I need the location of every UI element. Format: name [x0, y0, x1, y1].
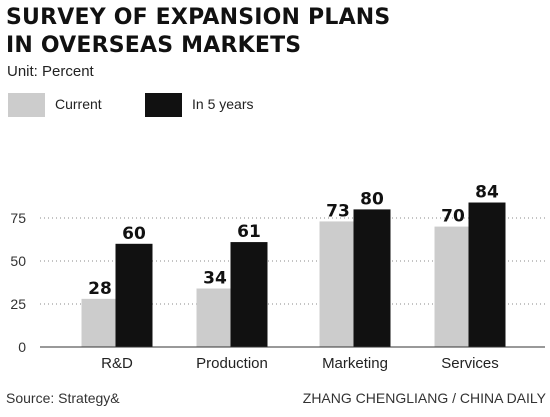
bar-current-marketing: [319, 221, 357, 347]
legend-swatch-current: [8, 93, 45, 117]
data-label-in-5-years-production: 61: [237, 222, 261, 242]
bar-in-5-years-marketing: [353, 209, 391, 347]
y-tick-label-25: 25: [10, 296, 26, 312]
chart-title-line-1: SURVEY OF EXPANSION PLANS: [6, 5, 391, 30]
legend-swatch-in-5-years: [145, 93, 182, 117]
chart-title: SURVEY OF EXPANSION PLANS IN OVERSEAS MA…: [6, 4, 390, 60]
data-label-in-5-years-marketing: 80: [360, 189, 384, 209]
legend-label-in-5-years: In 5 years: [192, 96, 254, 112]
bar-in-5-years-r-d: [115, 243, 153, 347]
bar-current-production: [196, 288, 234, 347]
source-note: Source: Strategy&: [6, 390, 120, 406]
data-label-current-r-d: 28: [88, 279, 112, 299]
bar-in-5-years-services: [468, 202, 506, 347]
x-tick-label-production: Production: [196, 355, 268, 372]
x-tick-label-services: Services: [441, 355, 499, 372]
credit-note: ZHANG CHENGLIANG / CHINA DAILY: [302, 390, 546, 406]
y-tick-label-50: 50: [10, 253, 26, 269]
data-label-in-5-years-services: 84: [475, 183, 499, 203]
x-tick-label-r-d: R&D: [101, 355, 133, 372]
y-tick-label-75: 75: [10, 210, 26, 226]
bar-chart: 0 25 50 75 28 60 R&D 34 61 Production 73 80 Marketin…: [10, 183, 545, 372]
data-label-current-production: 34: [203, 269, 227, 289]
data-label-current-marketing: 73: [326, 201, 350, 221]
unit-label: Unit: Percent: [7, 63, 94, 80]
chart-title-line-2: IN OVERSEAS MARKETS: [6, 33, 302, 58]
y-tick-label-0: 0: [18, 339, 26, 355]
legend-label-current: Current: [55, 96, 102, 112]
x-tick-label-marketing: Marketing: [322, 355, 388, 372]
data-label-in-5-years-r-d: 60: [122, 224, 146, 244]
data-label-current-services: 70: [441, 207, 465, 227]
bar-in-5-years-production: [230, 242, 268, 347]
bar-current-r-d: [81, 298, 119, 347]
bar-current-services: [434, 226, 472, 347]
